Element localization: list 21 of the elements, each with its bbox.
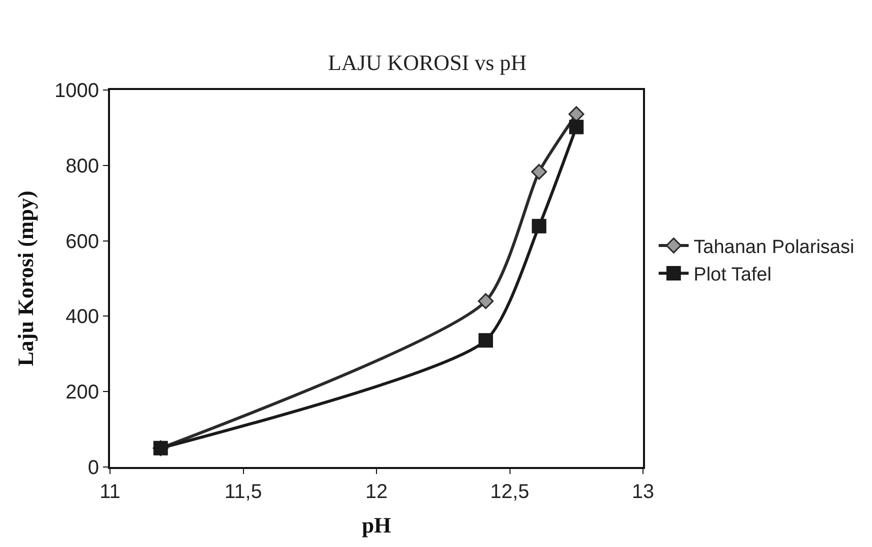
legend-label: Tahanan Polarisasi <box>694 236 854 258</box>
chart-title: LAJU KOROSI vs pH <box>328 50 527 76</box>
x-axis-title: pH <box>362 512 392 538</box>
y-tick-label: 600 <box>66 230 99 253</box>
point <box>478 333 494 348</box>
x-tick-label: 11,5 <box>224 481 262 503</box>
y-tick-label: 200 <box>66 382 99 404</box>
legend-label: Plot Tafel <box>694 264 772 286</box>
point <box>569 120 584 134</box>
x-tick-label: 11 <box>100 481 120 503</box>
point <box>531 164 547 180</box>
point <box>478 293 494 310</box>
x-tick-label: 12,5 <box>490 481 530 503</box>
y-axis-title: Laju Korosi (mpy) <box>12 190 38 366</box>
y-tick-label: 1000 <box>54 80 99 102</box>
x-tick-label: 13 <box>632 481 654 503</box>
y-tick-label: 400 <box>66 306 99 328</box>
y-tick-label: 0 <box>88 457 99 479</box>
x-tick-label: 12 <box>365 481 388 503</box>
point <box>532 218 546 234</box>
y-tick-label: 800 <box>66 155 99 178</box>
